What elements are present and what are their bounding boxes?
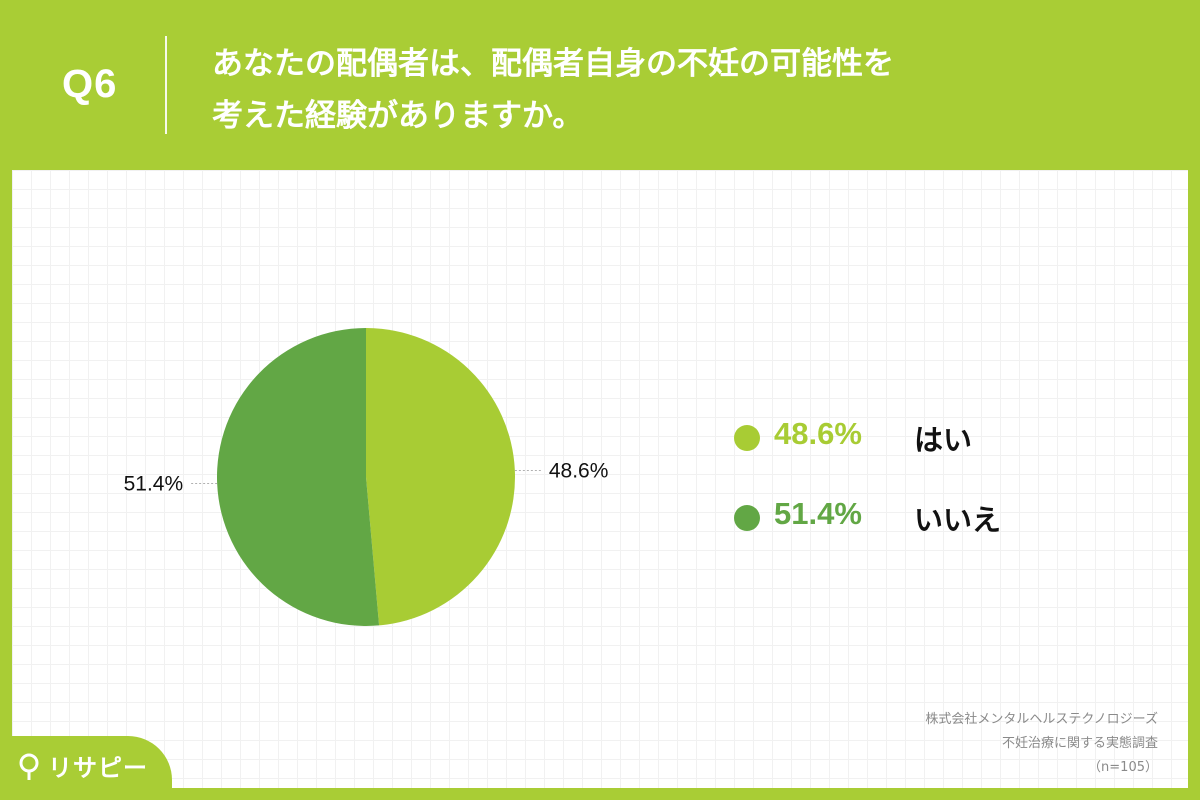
legend-label-yes: はい	[914, 423, 973, 457]
header: Q6 あなたの配偶者は、配偶者自身の不妊の可能性を 考えた経験がありますか。	[0, 0, 1200, 170]
legend-dot-yes	[734, 425, 760, 451]
header-divider	[165, 36, 167, 134]
pie-chart: 48.6% 51.4%	[124, 328, 609, 626]
question-line-1: あなたの配偶者は、配偶者自身の不妊の可能性を	[212, 46, 894, 82]
chart-panel: 48.6% 51.4% 48.6% はい 51.4% いいえ	[12, 170, 1188, 788]
legend-pct-yes: 48.6%	[774, 416, 862, 451]
source-survey: 不妊治療に関する実態調査	[1001, 736, 1158, 751]
legend-label-no: いいえ	[914, 503, 1002, 537]
source-note: 株式会社メンタルヘルステクノロジーズ 不妊治療に関する実態調査 （n=105）	[925, 708, 1158, 780]
legend-dot-no	[734, 505, 760, 531]
question-line-2: 考えた経験がありますか。	[212, 98, 584, 134]
question-title: あなたの配偶者は、配偶者自身の不妊の可能性を 考えた経験がありますか。	[212, 38, 1112, 142]
legend-pct-no: 51.4%	[774, 496, 862, 531]
source-company: 株式会社メンタルヘルステクノロジーズ	[925, 712, 1158, 727]
sample-size: （n=105）	[1088, 760, 1158, 775]
data-label-no: 51.4%	[124, 473, 184, 496]
brand-logo-tab: リサピー	[0, 736, 172, 800]
pie-slice-no	[217, 328, 380, 626]
data-label-yes: 48.6%	[549, 459, 609, 482]
question-number: Q6	[62, 62, 118, 106]
brand-name: リサピー	[48, 754, 148, 782]
pie-slice-yes	[366, 328, 516, 626]
pin-icon	[19, 753, 39, 780]
